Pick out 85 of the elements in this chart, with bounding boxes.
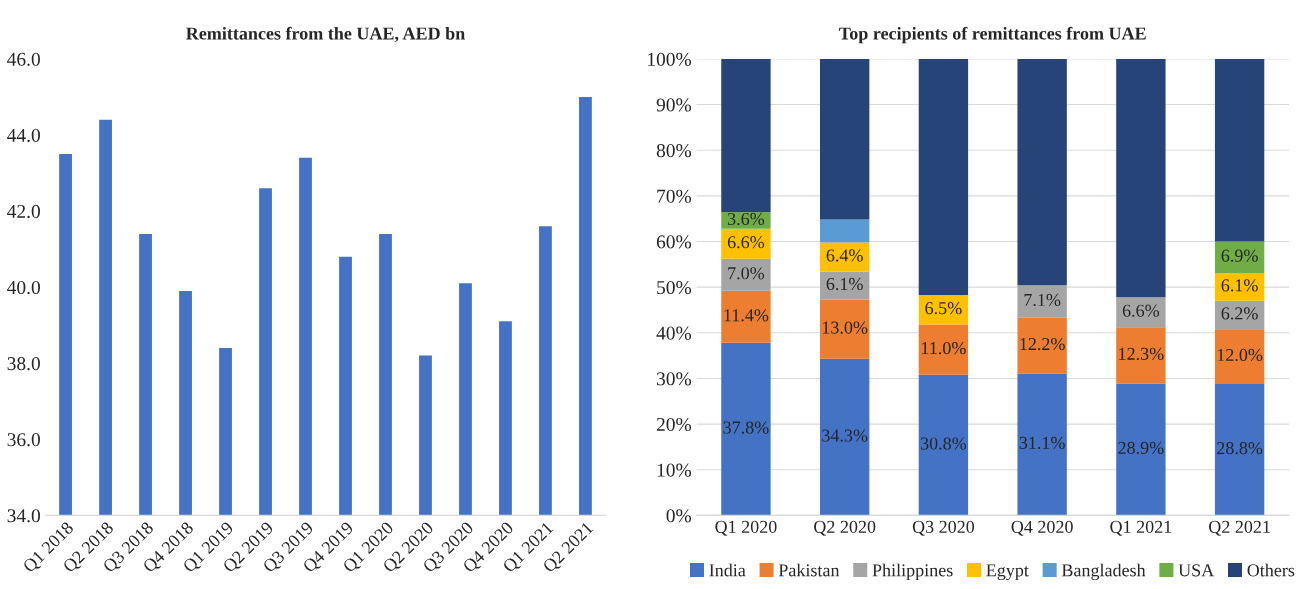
bar	[1017, 317, 1067, 374]
bar	[918, 324, 969, 375]
x-tick-label: Q4 2020	[1011, 520, 1073, 536]
bar	[1214, 241, 1265, 273]
bar	[819, 219, 870, 243]
bar	[1017, 285, 1067, 318]
data-label: 6.6%	[727, 236, 765, 249]
data-label: 37.8%	[723, 421, 769, 434]
y-tick-label: 60%	[656, 235, 692, 249]
bar	[1116, 297, 1166, 328]
data-label: 31.1%	[1019, 436, 1065, 449]
x-tick-label: Q2 2020	[814, 520, 876, 536]
bar	[1017, 58, 1067, 286]
data-label: 28.9%	[1118, 441, 1164, 455]
x-tick-label: Q1 2020	[715, 520, 777, 536]
y-tick-label: 30%	[657, 372, 692, 386]
data-label: 3.6%	[728, 212, 765, 226]
legend-label: Pakistan	[778, 563, 840, 577]
y-tick-label: 70%	[657, 189, 692, 203]
y-tick-label: 42.0	[7, 204, 40, 219]
bar	[1116, 58, 1166, 298]
data-label: 6.2%	[1221, 307, 1258, 320]
data-label: 6.4%	[826, 249, 863, 262]
data-label: 7.0%	[728, 267, 765, 280]
y-tick-label: 90%	[656, 98, 692, 112]
data-label: 7.1%	[1024, 293, 1061, 307]
bar	[1116, 383, 1166, 516]
data-label: 28.8%	[1217, 441, 1263, 455]
y-tick-label: 80%	[656, 144, 692, 158]
x-tick-label: Q2 2021	[1209, 520, 1270, 536]
x-tick-label: Q3 2020	[912, 520, 975, 536]
bar	[918, 294, 969, 325]
legend-label: India	[709, 563, 746, 577]
data-label: 34.3%	[822, 429, 868, 442]
data-label: 11.0%	[922, 342, 966, 355]
data-label: 6.1%	[826, 277, 863, 291]
data-label: 6.9%	[1221, 249, 1258, 262]
y-tick-label: 50%	[657, 280, 692, 295]
bar	[1116, 327, 1166, 384]
data-label: 6.6%	[1122, 304, 1160, 317]
bar	[1214, 329, 1265, 384]
bar	[721, 212, 771, 229]
legend-label: Philippines	[872, 563, 953, 581]
bar	[721, 58, 771, 213]
data-label: 13.0%	[822, 321, 868, 334]
legend-label: USA	[1178, 564, 1215, 577]
bar	[819, 58, 870, 220]
y-tick-label: 40%	[656, 326, 692, 340]
bar	[721, 228, 771, 259]
data-label: 12.0%	[1217, 348, 1263, 362]
y-tick-label: 20%	[656, 417, 692, 432]
y-tick-label: 36.0	[7, 433, 40, 447]
legend-label: Others	[1247, 563, 1295, 577]
y-tick-label: 0%	[666, 509, 692, 523]
y-tick-label: 46.0	[7, 52, 40, 66]
legend-label: Bangladesh	[1061, 563, 1146, 581]
bar	[721, 290, 771, 343]
chart-title: Remittances from the UAE, AED bn	[186, 26, 465, 43]
bar	[1214, 383, 1265, 516]
y-tick-label: 10%	[657, 463, 692, 477]
bar	[819, 299, 870, 359]
bar	[819, 242, 870, 272]
bar	[918, 58, 969, 295]
data-label: 6.1%	[1221, 279, 1258, 292]
bar	[819, 358, 870, 516]
legend-label: Egypt	[986, 564, 1029, 581]
y-tick-label: 44.0	[7, 128, 40, 142]
x-tick-label: Q1 2021	[1110, 520, 1172, 536]
data-label: 12.3%	[1119, 347, 1164, 360]
bar	[1017, 373, 1067, 516]
y-tick-label: 38.0	[7, 357, 40, 371]
data-label: 12.2%	[1020, 337, 1065, 351]
y-tick-label: 34.0	[7, 509, 40, 523]
data-label: 30.8%	[920, 437, 967, 450]
y-tick-label: 40.0	[7, 280, 40, 295]
bar	[721, 342, 771, 516]
bar	[1214, 58, 1265, 242]
bar	[918, 374, 969, 516]
data-label: 11.4%	[724, 309, 769, 322]
bar	[1214, 272, 1265, 301]
bar	[1214, 300, 1265, 330]
data-label: 6.5%	[925, 302, 962, 315]
chart-title: Top recipients of remittances from UAE	[839, 26, 1146, 44]
bar	[721, 258, 771, 291]
y-tick-label: 100%	[648, 52, 692, 66]
